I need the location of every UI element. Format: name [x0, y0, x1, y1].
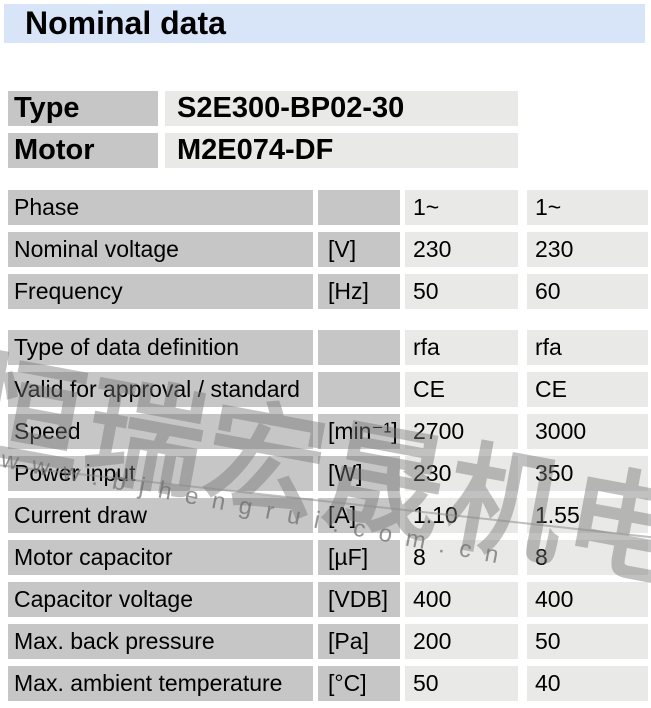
row-value-60hz: 40 — [527, 666, 648, 701]
row-value-50hz: 8 — [405, 540, 518, 575]
row-unit: [µF] — [318, 540, 400, 575]
type-value: S2E300-BP02-30 — [165, 91, 518, 126]
row-value-60hz: 60 — [527, 274, 648, 309]
row-value-60hz: 350 — [527, 456, 648, 491]
row-label: Frequency — [8, 274, 313, 309]
row-label: Valid for approval / standard — [8, 372, 313, 407]
row-value-60hz: 400 — [527, 582, 648, 617]
row-value-50hz: 400 — [405, 582, 518, 617]
row-label: Max. back pressure — [8, 624, 313, 659]
row-label: Phase — [8, 190, 313, 225]
table-row: Nominal voltage [V] 230 230 — [8, 232, 648, 267]
motor-value: M2E074-DF — [165, 133, 518, 168]
row-unit — [318, 330, 400, 365]
row-value-60hz: 230 — [527, 232, 648, 267]
table-row: Max. back pressure [Pa] 200 50 — [8, 624, 648, 659]
row-value-50hz: 230 — [405, 456, 518, 491]
table-row: Speed [min⁻¹] 2700 3000 — [8, 414, 648, 449]
table-row: Power input [W] 230 350 — [8, 456, 648, 491]
row-value-50hz: 50 — [405, 274, 518, 309]
table-row: Type of data definition rfa rfa — [8, 330, 648, 365]
table-row: Phase 1~ 1~ — [8, 190, 648, 225]
table-row: Frequency [Hz] 50 60 — [8, 274, 648, 309]
row-unit: [V] — [318, 232, 400, 267]
identification-table: Type S2E300-BP02-30 Motor M2E074-DF — [8, 91, 518, 175]
row-value-50hz: rfa — [405, 330, 518, 365]
row-unit: [min⁻¹] — [318, 414, 400, 449]
row-label: Motor capacitor — [8, 540, 313, 575]
row-value-60hz: 8 — [527, 540, 648, 575]
performance-table: Type of data definition rfa rfa Valid fo… — [8, 330, 648, 708]
row-value-60hz: 50 — [527, 624, 648, 659]
row-label: Current draw — [8, 498, 313, 533]
table-row: Capacitor voltage [VDB] 400 400 — [8, 582, 648, 617]
table-row: Motor M2E074-DF — [8, 133, 518, 168]
table-row: Max. ambient temperature [°C] 50 40 — [8, 666, 648, 701]
row-label: Motor — [8, 133, 158, 168]
row-unit — [318, 190, 400, 225]
page-title: Nominal data — [25, 5, 226, 41]
row-unit: [Hz] — [318, 274, 400, 309]
table-row: Type S2E300-BP02-30 — [8, 91, 518, 126]
row-value-50hz: 50 — [405, 666, 518, 701]
row-unit — [318, 372, 400, 407]
row-value-50hz: CE — [405, 372, 518, 407]
table-row: Motor capacitor [µF] 8 8 — [8, 540, 648, 575]
row-value-60hz: CE — [527, 372, 648, 407]
row-label: Power input — [8, 456, 313, 491]
row-unit: [VDB] — [318, 582, 400, 617]
row-value-60hz: 1~ — [527, 190, 648, 225]
row-label: Type — [8, 91, 158, 126]
row-unit: [°C] — [318, 666, 400, 701]
table-row: Current draw [A] 1.10 1.55 — [8, 498, 648, 533]
row-value-50hz: 230 — [405, 232, 518, 267]
row-value-50hz: 200 — [405, 624, 518, 659]
row-value-50hz: 1.10 — [405, 498, 518, 533]
row-unit: [W] — [318, 456, 400, 491]
row-value-50hz: 2700 — [405, 414, 518, 449]
row-value-60hz: rfa — [527, 330, 648, 365]
page-title-bar: Nominal data — [4, 4, 645, 43]
row-value-60hz: 3000 — [527, 414, 648, 449]
electrical-table: Phase 1~ 1~ Nominal voltage [V] 230 230 … — [8, 190, 648, 316]
row-unit: [A] — [318, 498, 400, 533]
row-unit: [Pa] — [318, 624, 400, 659]
row-label: Max. ambient temperature — [8, 666, 313, 701]
row-label: Type of data definition — [8, 330, 313, 365]
row-label: Nominal voltage — [8, 232, 313, 267]
row-label: Speed — [8, 414, 313, 449]
row-value-50hz: 1~ — [405, 190, 518, 225]
table-row: Valid for approval / standard CE CE — [8, 372, 648, 407]
row-label: Capacitor voltage — [8, 582, 313, 617]
row-value-60hz: 1.55 — [527, 498, 648, 533]
